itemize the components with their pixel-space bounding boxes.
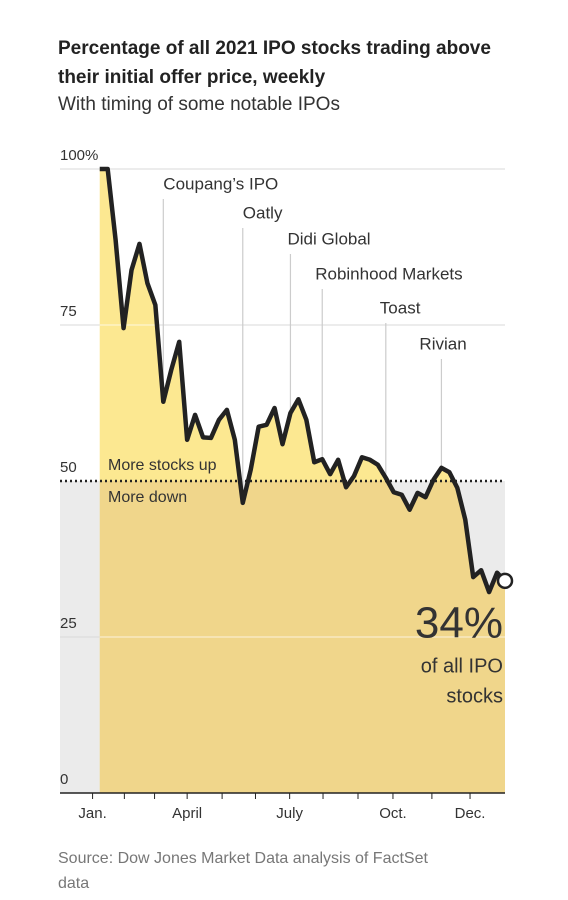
chart-subtitle: With timing of some notable IPOs <box>58 94 340 115</box>
threshold-label: More down <box>108 489 187 506</box>
x-tick-label: April <box>172 805 202 822</box>
source: Source: Dow Jones Market Data analysis o… <box>58 850 428 892</box>
x-tick-label: Dec. <box>455 805 486 822</box>
y-tick-label: 50 <box>60 459 77 476</box>
annotation-label: Rivian <box>419 334 466 353</box>
x-tick-label: July <box>276 805 303 822</box>
threshold-label: More stocks up <box>108 457 217 474</box>
y-tick-label: 75 <box>60 303 77 320</box>
callout: 34% <box>415 599 503 648</box>
annotation-label: Coupang’s IPO <box>163 174 278 193</box>
end-point <box>496 572 514 590</box>
chart: 0 25 50 75 100% More stocks up More down Coupan… <box>60 147 514 822</box>
annotation-label: Robinhood Markets <box>315 264 462 283</box>
callout-note: of all IPO <box>421 655 503 677</box>
x-tick-label: Oct. <box>379 805 407 822</box>
y-tick-label: 25 <box>60 615 77 632</box>
chart-title: Percentage of all 2021 IPO stocks tradin… <box>58 38 491 88</box>
annotation-label: Toast <box>380 298 421 317</box>
y-tick-label: 0 <box>60 771 68 788</box>
x-tick-label: Jan. <box>78 805 106 822</box>
y-tick-label: 100% <box>60 147 98 164</box>
annotation-label: Oatly <box>243 203 283 222</box>
data-line <box>99 166 507 595</box>
annotation-label: Didi Global <box>287 229 370 248</box>
callout-note: stocks <box>446 685 503 707</box>
